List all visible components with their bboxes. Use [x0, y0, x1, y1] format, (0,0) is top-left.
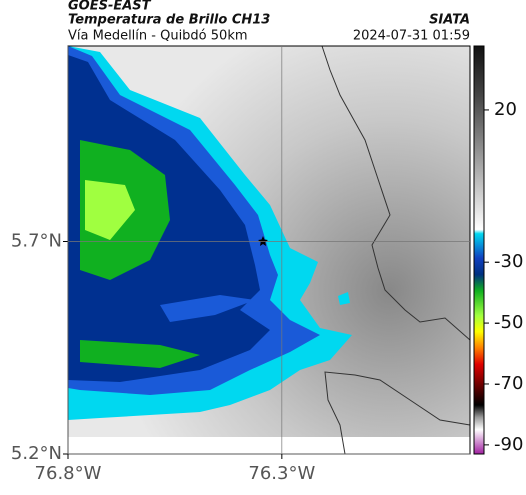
colorbar-tick-label: 20 — [494, 99, 517, 120]
colorbar-tick-label: -30 — [494, 251, 523, 272]
borders — [321, 45, 471, 455]
colorbar-tick-label: -90 — [494, 434, 523, 455]
lon-tick-label: 76.3°W — [248, 463, 315, 484]
datetime: 2024-07-31 01:59 — [353, 29, 470, 44]
source: SIATA — [429, 13, 470, 28]
satellite: GOES-EAST — [68, 0, 152, 14]
colorbar-tick-label: -50 — [494, 312, 523, 333]
lat-tick-label: 5.2°N — [11, 443, 62, 464]
map-image — [68, 46, 470, 454]
subtitle: Vía Medellín - Quibdó 50km — [68, 29, 248, 44]
colorbar — [473, 45, 485, 455]
colorbar-tick-label: -70 — [494, 373, 523, 394]
city-marker — [258, 236, 268, 246]
lat-tick-label: 5.7°N — [11, 231, 62, 252]
title: Temperatura de Brillo CH13 — [68, 13, 270, 28]
lon-tick-label: 76.8°W — [35, 463, 102, 484]
